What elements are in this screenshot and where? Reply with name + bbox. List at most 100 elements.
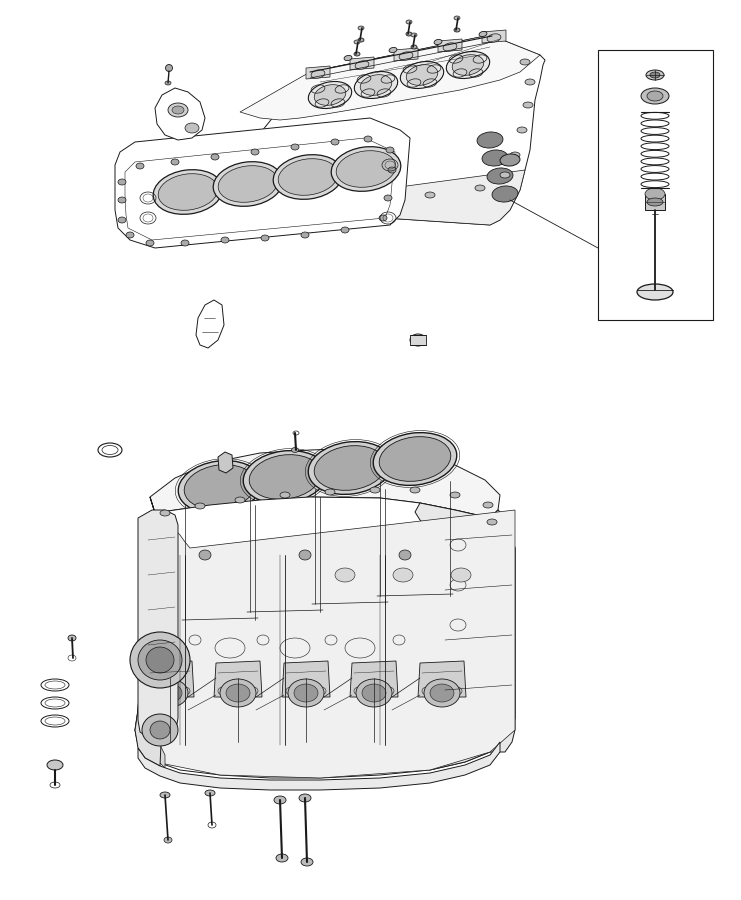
Ellipse shape xyxy=(325,204,335,210)
Ellipse shape xyxy=(276,854,288,862)
Ellipse shape xyxy=(650,72,660,78)
Ellipse shape xyxy=(47,760,63,770)
Ellipse shape xyxy=(487,519,497,525)
Ellipse shape xyxy=(370,487,380,493)
Ellipse shape xyxy=(221,237,229,243)
Ellipse shape xyxy=(641,88,669,104)
Ellipse shape xyxy=(215,166,235,178)
Ellipse shape xyxy=(275,207,285,213)
Ellipse shape xyxy=(487,34,501,42)
Ellipse shape xyxy=(410,334,426,346)
Ellipse shape xyxy=(199,550,211,560)
Ellipse shape xyxy=(373,433,456,485)
Ellipse shape xyxy=(249,454,321,500)
Ellipse shape xyxy=(152,679,188,707)
Ellipse shape xyxy=(308,82,352,109)
Polygon shape xyxy=(438,39,462,52)
Ellipse shape xyxy=(142,714,178,746)
Ellipse shape xyxy=(454,28,460,32)
Bar xyxy=(645,194,665,210)
Polygon shape xyxy=(394,48,418,61)
Ellipse shape xyxy=(451,568,471,582)
Ellipse shape xyxy=(325,489,335,495)
Ellipse shape xyxy=(126,232,134,238)
Ellipse shape xyxy=(244,170,264,182)
Polygon shape xyxy=(150,448,500,518)
Polygon shape xyxy=(218,452,233,473)
Polygon shape xyxy=(146,661,194,697)
Ellipse shape xyxy=(261,235,269,241)
Ellipse shape xyxy=(500,154,520,166)
Ellipse shape xyxy=(450,492,460,498)
Ellipse shape xyxy=(647,91,663,101)
Ellipse shape xyxy=(645,188,665,200)
Ellipse shape xyxy=(393,568,413,582)
Polygon shape xyxy=(415,503,515,770)
Ellipse shape xyxy=(389,48,397,52)
Polygon shape xyxy=(138,510,178,740)
Ellipse shape xyxy=(232,134,252,146)
Ellipse shape xyxy=(226,684,250,702)
Polygon shape xyxy=(214,661,262,697)
Ellipse shape xyxy=(301,858,313,866)
Ellipse shape xyxy=(520,59,530,65)
Ellipse shape xyxy=(235,497,245,503)
Ellipse shape xyxy=(185,464,256,509)
Ellipse shape xyxy=(280,492,290,498)
Ellipse shape xyxy=(160,792,170,798)
Ellipse shape xyxy=(362,684,386,702)
Polygon shape xyxy=(200,35,545,225)
Ellipse shape xyxy=(355,61,369,69)
Ellipse shape xyxy=(399,52,413,60)
Ellipse shape xyxy=(430,684,454,702)
Ellipse shape xyxy=(479,32,487,37)
Ellipse shape xyxy=(354,71,398,98)
Ellipse shape xyxy=(388,167,396,173)
Ellipse shape xyxy=(446,51,490,78)
Ellipse shape xyxy=(356,679,392,707)
Ellipse shape xyxy=(406,32,412,36)
Ellipse shape xyxy=(215,192,225,198)
Ellipse shape xyxy=(234,150,262,166)
Polygon shape xyxy=(135,497,515,778)
Ellipse shape xyxy=(68,635,76,641)
Ellipse shape xyxy=(118,179,126,185)
Ellipse shape xyxy=(240,168,268,184)
Ellipse shape xyxy=(454,16,460,20)
Ellipse shape xyxy=(411,33,417,37)
Polygon shape xyxy=(200,170,525,225)
Ellipse shape xyxy=(136,163,144,169)
Ellipse shape xyxy=(251,149,259,155)
Ellipse shape xyxy=(523,102,533,108)
Ellipse shape xyxy=(274,796,286,804)
Polygon shape xyxy=(282,661,330,697)
Ellipse shape xyxy=(510,152,520,158)
Ellipse shape xyxy=(168,103,188,117)
Ellipse shape xyxy=(130,632,190,688)
Ellipse shape xyxy=(336,150,396,187)
Ellipse shape xyxy=(150,721,170,739)
Ellipse shape xyxy=(399,550,411,560)
Ellipse shape xyxy=(172,106,184,114)
Bar xyxy=(410,335,426,345)
Ellipse shape xyxy=(475,185,485,191)
Ellipse shape xyxy=(158,174,218,211)
Ellipse shape xyxy=(379,436,451,482)
Polygon shape xyxy=(135,513,165,768)
Ellipse shape xyxy=(331,147,401,192)
Ellipse shape xyxy=(308,442,392,494)
Ellipse shape xyxy=(220,679,256,707)
Ellipse shape xyxy=(210,179,220,185)
Ellipse shape xyxy=(452,55,484,76)
Ellipse shape xyxy=(278,158,338,195)
Ellipse shape xyxy=(443,43,457,51)
Ellipse shape xyxy=(331,139,339,145)
Ellipse shape xyxy=(171,159,179,165)
Ellipse shape xyxy=(238,152,258,164)
Ellipse shape xyxy=(165,65,173,71)
Polygon shape xyxy=(196,300,224,348)
Ellipse shape xyxy=(146,240,154,246)
Ellipse shape xyxy=(386,147,394,153)
Ellipse shape xyxy=(517,127,527,133)
Ellipse shape xyxy=(637,284,673,300)
